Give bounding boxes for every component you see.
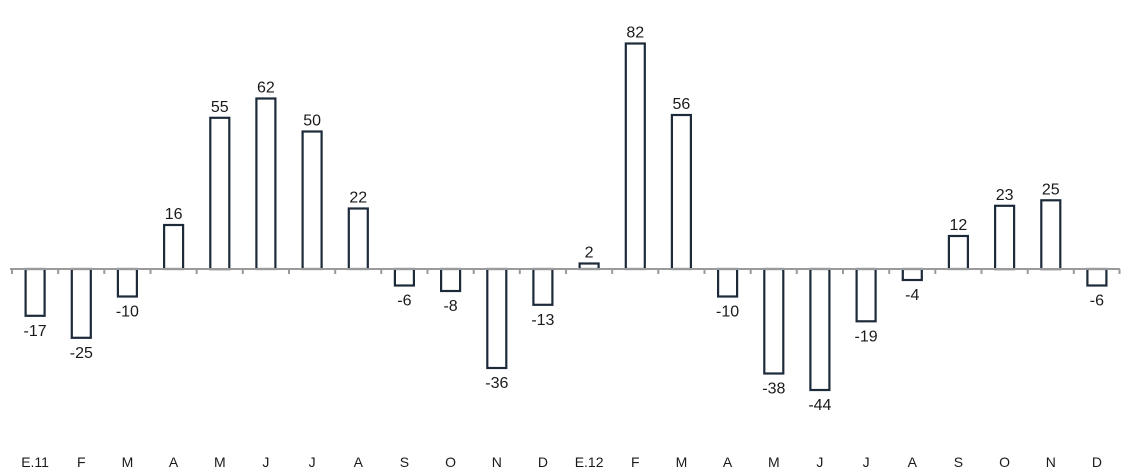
category-label-group: E.11 F M A M J J A S O N D E.12 F M A M J J A S O N D: [21, 454, 1102, 470]
bar-group: [24, 42, 1108, 392]
data-label: 2: [585, 245, 594, 262]
category-label: N: [1046, 454, 1056, 470]
category-label: M: [214, 454, 226, 470]
category-label: S: [400, 454, 409, 470]
tick-group: [11, 269, 1121, 274]
data-label: -44: [808, 397, 831, 414]
bar-1: [70, 267, 92, 339]
data-label: 23: [996, 187, 1014, 204]
data-label: 56: [673, 96, 691, 113]
bar-7: [347, 207, 369, 271]
category-label: E.11: [21, 454, 49, 470]
bar-8: [393, 267, 415, 287]
bar-20: [947, 234, 970, 271]
category-label: J: [309, 454, 316, 470]
bar-23: [1086, 267, 1108, 287]
bar-14: [670, 113, 693, 271]
bar-18: [855, 267, 877, 323]
data-label: 12: [950, 217, 968, 234]
bar-22: [1040, 199, 1062, 271]
data-label: -17: [24, 323, 47, 340]
category-label: M: [768, 454, 780, 470]
category-label: A: [908, 454, 918, 470]
bar-17: [809, 267, 831, 392]
bar-5: [255, 97, 277, 271]
category-label: O: [999, 454, 1010, 470]
category-label: F: [631, 454, 640, 470]
data-label: -10: [116, 304, 139, 321]
category-label: J: [863, 454, 870, 470]
data-label: -4: [905, 287, 919, 304]
data-label: 16: [165, 206, 183, 223]
bar-19: [901, 267, 923, 282]
data-label: -25: [70, 345, 93, 362]
data-label: 62: [257, 80, 275, 97]
category-label: F: [77, 454, 86, 470]
data-label: 50: [303, 113, 321, 130]
data-label: 22: [349, 190, 367, 207]
bar-13: [624, 42, 646, 271]
data-label: -8: [443, 298, 457, 315]
category-label: A: [169, 454, 179, 470]
data-label: -38: [762, 381, 785, 398]
category-label: A: [354, 454, 364, 470]
bar-3: [163, 223, 185, 271]
data-label: -6: [397, 293, 411, 310]
data-label: 55: [211, 99, 229, 116]
data-label: -6: [1090, 293, 1104, 310]
category-label: A: [723, 454, 733, 470]
bar-9: [440, 267, 462, 293]
bar-6: [301, 130, 323, 271]
category-label: J: [262, 454, 269, 470]
category-label: J: [816, 454, 823, 470]
category-label: N: [492, 454, 502, 470]
category-label: M: [122, 454, 134, 470]
data-label: -36: [485, 375, 508, 392]
category-label: O: [445, 454, 456, 470]
data-label-group: -17 -25 -10 16 55 62 50 22 -6 -8 -36 -13 2 82 56 -10 -38…: [24, 25, 1105, 415]
category-label: D: [1092, 454, 1102, 470]
category-label: S: [954, 454, 963, 470]
category-label: E.12: [575, 454, 604, 470]
bar-0: [24, 267, 46, 317]
bar-11: [532, 267, 554, 306]
bar-2: [116, 267, 139, 298]
data-label: 82: [626, 25, 644, 42]
bar-10: [486, 267, 508, 370]
data-label: -13: [531, 312, 554, 329]
bar-4: [209, 116, 231, 271]
data-label: -19: [855, 328, 878, 345]
data-label: 25: [1042, 181, 1060, 198]
data-label: -10: [716, 304, 739, 321]
bar-15: [716, 267, 739, 298]
category-label: M: [676, 454, 688, 470]
category-label: D: [538, 454, 548, 470]
bar-16: [763, 267, 785, 375]
bar-21: [993, 204, 1016, 271]
